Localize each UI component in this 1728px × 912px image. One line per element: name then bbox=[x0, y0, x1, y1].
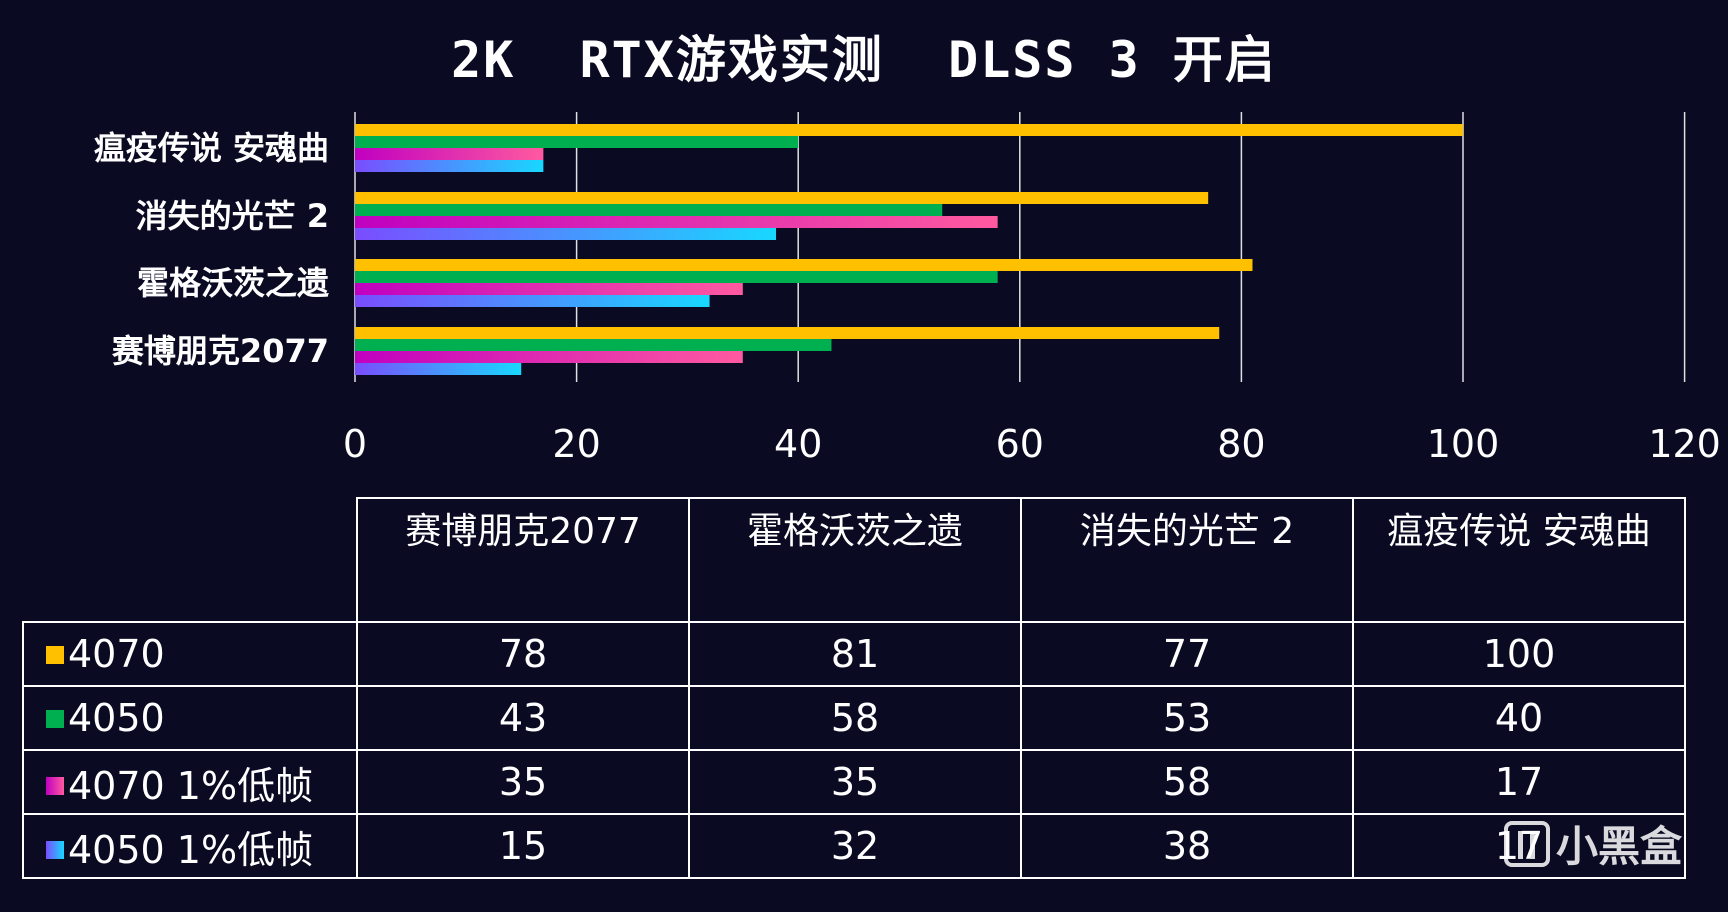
bar-4-3 bbox=[355, 295, 710, 307]
series-legend-cell: 4070 1%低帧 bbox=[22, 749, 358, 815]
table-header-row: 赛博朋克2077 霍格沃茨之遗 消失的光芒 2 瘟疫传说 安魂曲 bbox=[23, 497, 1686, 623]
table-cell: 77 bbox=[1020, 621, 1354, 687]
table-cell: 35 bbox=[356, 749, 690, 815]
bar-1-3 bbox=[355, 259, 1253, 271]
bar-2-3 bbox=[355, 271, 998, 283]
grid-lines bbox=[354, 112, 1686, 382]
x-tick-label: 80 bbox=[1217, 422, 1265, 460]
table-cell: 81 bbox=[688, 621, 1022, 687]
series-name: 4050 1%低帧 bbox=[68, 827, 314, 872]
x-tick-label: 100 bbox=[1427, 422, 1500, 460]
table-cell: 43 bbox=[356, 685, 690, 751]
bar-1-2 bbox=[355, 192, 1209, 204]
table-header-cell: 霍格沃茨之遗 bbox=[688, 497, 1022, 623]
legend-swatch-icon bbox=[46, 709, 64, 728]
legend-swatch-icon bbox=[46, 645, 64, 664]
table-cell: 58 bbox=[688, 685, 1022, 751]
table-header-cell: 消失的光芒 2 bbox=[1020, 497, 1354, 623]
table-cell: 15 bbox=[356, 813, 690, 879]
bar-2-4 bbox=[355, 339, 832, 351]
bar-2-1 bbox=[355, 136, 799, 148]
legend-swatch-icon bbox=[46, 777, 64, 795]
bar-4-4 bbox=[355, 363, 522, 375]
table-cell: 38 bbox=[1020, 813, 1354, 879]
x-tick-label: 20 bbox=[552, 422, 600, 460]
bar-4-1 bbox=[355, 160, 544, 172]
bar-1-4 bbox=[355, 327, 1220, 339]
series-legend-cell: 4050 1%低帧 bbox=[22, 813, 358, 879]
x-tick-label: 0 bbox=[343, 422, 367, 460]
x-tick-label: 120 bbox=[1648, 422, 1721, 460]
bars bbox=[355, 124, 1463, 375]
x-axis-ticks: 0 20 40 60 80 100 120 bbox=[343, 422, 1721, 460]
category-label: 赛博朋克2077 bbox=[112, 332, 329, 370]
watermark: 小黑盒 bbox=[1503, 813, 1682, 874]
xiaoheihe-logo-icon bbox=[1503, 820, 1550, 867]
table-cell: 40 bbox=[1352, 685, 1686, 751]
table-header-cell: 赛博朋克2077 bbox=[356, 497, 690, 623]
table-header-cell: 瘟疫传说 安魂曲 bbox=[1352, 497, 1686, 623]
bar-3-3 bbox=[355, 283, 743, 295]
table-cell: 53 bbox=[1020, 685, 1354, 751]
table-row: 4050 1%低帧 15 32 38 17 bbox=[22, 813, 1686, 879]
watermark-text: 小黑盒 bbox=[1555, 822, 1682, 871]
table-row: 4070 78 81 77 100 bbox=[22, 621, 1686, 687]
table-row: 4050 43 58 53 40 bbox=[22, 685, 1686, 751]
bar-3-4 bbox=[355, 351, 743, 363]
bar-1-1 bbox=[355, 124, 1463, 136]
series-name: 4070 1%低帧 bbox=[68, 763, 314, 808]
table-cell: 17 bbox=[1352, 749, 1686, 815]
table-cell: 78 bbox=[356, 621, 690, 687]
legend-swatch-icon bbox=[46, 841, 64, 859]
category-label: 消失的光芒 2 bbox=[136, 197, 329, 235]
chart-title: 2K RTX游戏实测 DLSS 3 开启 bbox=[451, 31, 1277, 89]
x-tick-label: 40 bbox=[774, 422, 822, 460]
bar-3-2 bbox=[355, 216, 998, 228]
x-tick-label: 60 bbox=[996, 422, 1044, 460]
series-legend-cell: 4070 bbox=[22, 621, 358, 687]
series-name: 4070 bbox=[68, 632, 165, 676]
data-table: 赛博朋克2077 霍格沃茨之遗 消失的光芒 2 瘟疫传说 安魂曲 4070 78… bbox=[22, 497, 1686, 879]
category-label: 霍格沃茨之遗 bbox=[137, 264, 329, 302]
series-name: 4050 bbox=[68, 696, 165, 740]
table-cell: 35 bbox=[688, 749, 1022, 815]
category-label: 瘟疫传说 安魂曲 bbox=[94, 129, 329, 167]
table-cell: 32 bbox=[688, 813, 1022, 879]
table-cell: 100 bbox=[1352, 621, 1686, 687]
table-row: 4070 1%低帧 35 35 58 17 bbox=[22, 749, 1686, 815]
bar-4-2 bbox=[355, 228, 777, 240]
series-legend-cell: 4050 bbox=[22, 685, 358, 751]
bar-2-2 bbox=[355, 204, 943, 216]
table-cell: 58 bbox=[1020, 749, 1354, 815]
bar-3-1 bbox=[355, 148, 544, 160]
table-corner-cell bbox=[23, 498, 358, 623]
